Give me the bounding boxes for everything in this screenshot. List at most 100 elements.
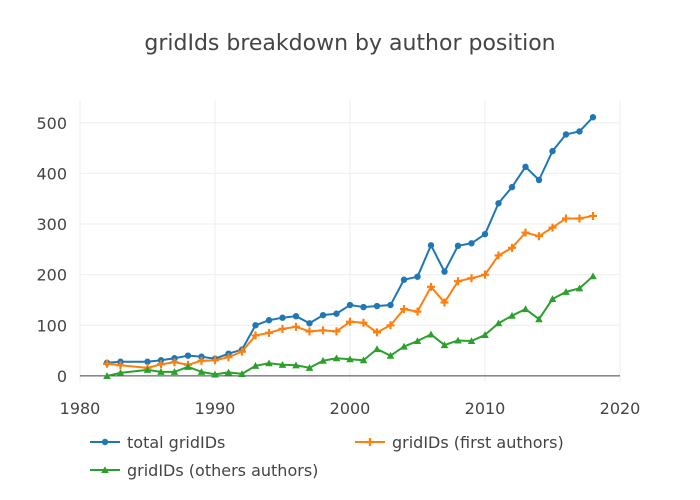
data-point[interactable]: [278, 324, 287, 333]
data-point[interactable]: [495, 200, 502, 207]
data-point[interactable]: [589, 114, 597, 121]
data-point[interactable]: [535, 176, 543, 184]
data-point[interactable]: [292, 312, 300, 320]
data-point[interactable]: [292, 322, 300, 331]
legend[interactable]: total gridIDs gridIDs (first authors) grid…: [90, 433, 564, 480]
legend-item[interactable]: total gridIDs: [90, 433, 225, 452]
data-point[interactable]: [279, 314, 286, 321]
data-point[interactable]: [211, 370, 219, 378]
data-point[interactable]: [373, 328, 381, 337]
data-point[interactable]: [549, 147, 556, 155]
data-point[interactable]: [427, 330, 435, 338]
data-point[interactable]: [441, 268, 448, 275]
data-point[interactable]: [440, 298, 449, 307]
data-point[interactable]: [278, 360, 287, 368]
data-point[interactable]: [265, 359, 273, 367]
data-point[interactable]: [143, 366, 152, 373]
data-point[interactable]: [521, 305, 530, 313]
data-point[interactable]: [481, 230, 489, 238]
data-point[interactable]: [265, 328, 273, 337]
data-point[interactable]: [319, 311, 327, 319]
legend-item[interactable]: gridIDs (others authors): [90, 461, 318, 480]
data-point[interactable]: [305, 327, 314, 336]
data-point[interactable]: [251, 331, 260, 340]
data-point[interactable]: [548, 295, 557, 303]
legend-swatch-marker[interactable]: [101, 466, 109, 474]
data-point[interactable]: [522, 163, 529, 171]
data-point[interactable]: [170, 358, 179, 367]
data-point[interactable]: [508, 243, 516, 252]
data-point[interactable]: [508, 183, 516, 191]
data-point[interactable]: [238, 347, 246, 356]
data-point[interactable]: [252, 322, 259, 329]
data-point[interactable]: [103, 359, 111, 368]
data-point[interactable]: [386, 321, 395, 330]
data-point[interactable]: [157, 357, 165, 364]
data-point[interactable]: [197, 368, 206, 375]
data-point[interactable]: [481, 270, 489, 279]
data-point[interactable]: [305, 364, 314, 371]
data-point[interactable]: [292, 361, 300, 369]
data-point[interactable]: [103, 372, 111, 379]
data-point[interactable]: [575, 214, 584, 223]
data-point[interactable]: [440, 341, 449, 349]
data-point[interactable]: [400, 276, 408, 283]
data-point[interactable]: [400, 342, 408, 350]
data-point[interactable]: [454, 277, 462, 286]
data-point[interactable]: [427, 282, 435, 291]
data-point[interactable]: [562, 131, 570, 138]
data-point[interactable]: [562, 288, 570, 295]
data-point[interactable]: [197, 356, 206, 365]
data-point[interactable]: [332, 327, 341, 336]
data-point[interactable]: [481, 331, 489, 338]
data-point[interactable]: [238, 370, 246, 377]
data-point[interactable]: [575, 284, 584, 292]
data-point[interactable]: [346, 355, 354, 363]
data-point[interactable]: [184, 352, 192, 359]
data-point[interactable]: [157, 360, 165, 369]
data-point[interactable]: [589, 272, 597, 280]
data-point[interactable]: [332, 354, 341, 362]
data-point[interactable]: [319, 356, 327, 364]
data-point[interactable]: [535, 232, 543, 241]
data-point[interactable]: [414, 273, 421, 280]
legend-swatch-marker[interactable]: [101, 438, 109, 446]
data-point[interactable]: [413, 307, 422, 316]
data-point[interactable]: [521, 228, 530, 237]
data-point[interactable]: [535, 315, 543, 323]
data-point[interactable]: [144, 358, 151, 365]
data-point[interactable]: [360, 303, 367, 311]
data-point[interactable]: [346, 317, 354, 326]
data-point[interactable]: [589, 211, 597, 220]
data-point[interactable]: [346, 301, 354, 309]
data-point[interactable]: [224, 368, 233, 376]
data-point[interactable]: [548, 223, 557, 232]
data-point[interactable]: [198, 353, 205, 360]
data-point[interactable]: [468, 240, 475, 247]
data-point[interactable]: [427, 242, 435, 249]
data-point[interactable]: [170, 368, 179, 375]
legend-swatch-marker[interactable]: [366, 438, 374, 446]
data-point[interactable]: [319, 326, 327, 335]
data-point[interactable]: [467, 274, 476, 283]
legend-item[interactable]: gridIDs (first authors): [355, 433, 564, 452]
data-point[interactable]: [306, 320, 313, 327]
series-line[interactable]: [106, 275, 594, 377]
data-point[interactable]: [387, 301, 394, 309]
data-point[interactable]: [157, 368, 165, 375]
data-point[interactable]: [116, 369, 125, 376]
data-point[interactable]: [116, 361, 125, 370]
data-point[interactable]: [454, 336, 462, 344]
data-point[interactable]: [184, 363, 192, 370]
data-point[interactable]: [454, 242, 462, 250]
data-point[interactable]: [562, 214, 570, 223]
data-point[interactable]: [400, 305, 408, 314]
data-point[interactable]: [494, 319, 503, 327]
data-point[interactable]: [359, 318, 368, 327]
data-point[interactable]: [359, 356, 368, 364]
data-point[interactable]: [576, 128, 583, 135]
data-point[interactable]: [171, 355, 178, 362]
data-point[interactable]: [494, 251, 503, 260]
data-point[interactable]: [467, 337, 476, 345]
data-point[interactable]: [373, 345, 381, 353]
